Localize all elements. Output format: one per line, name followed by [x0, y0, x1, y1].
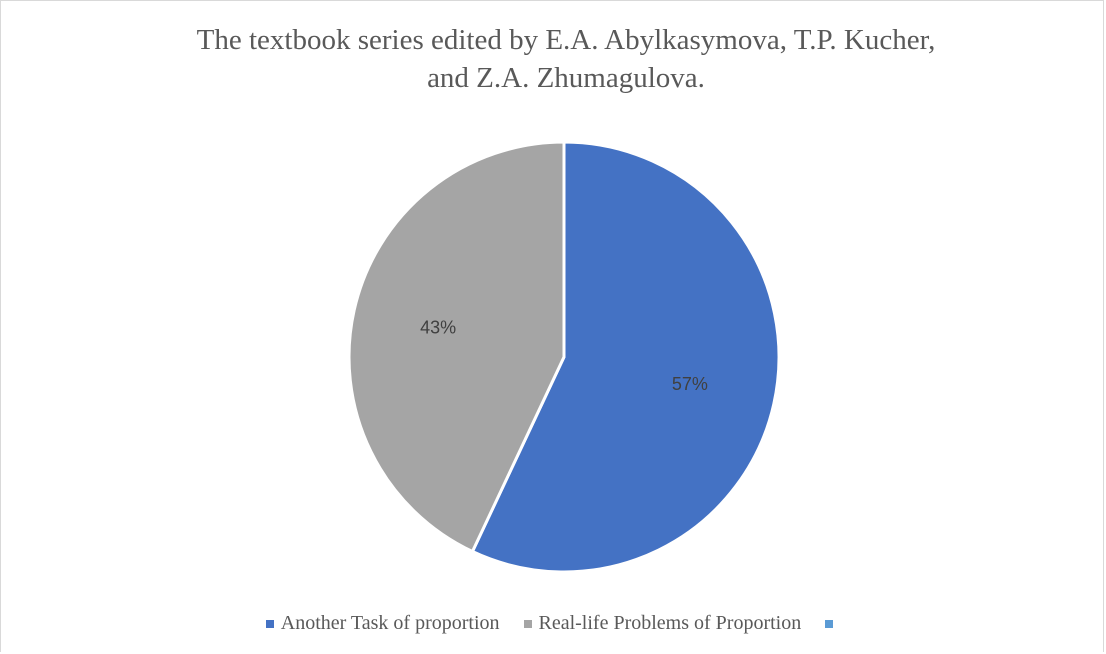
legend-item-another-task: Another Task of proportion	[265, 612, 500, 635]
pie-slices	[347, 140, 781, 574]
data-label-real-life: 43%	[420, 318, 456, 338]
pie-chart: 57% 43%	[347, 140, 781, 574]
legend-item-third	[825, 619, 840, 628]
chart-title: The textbook series edited by E.A. Abylk…	[196, 24, 936, 94]
pie-slice-another-task	[470, 140, 781, 574]
legend-label-real-life: Real-life Problems of Proportion	[538, 612, 802, 634]
legend-swatch-another-task	[265, 619, 274, 628]
legend-swatch-real-life	[523, 619, 532, 628]
legend-label-another-task: Another Task of proportion	[280, 612, 500, 634]
legend: Another Task of proportion Real-life Pro…	[1, 612, 1105, 635]
legend-item-real-life: Real-life Problems of Proportion	[523, 612, 802, 635]
data-label-another-task: 57%	[672, 374, 708, 394]
pie-slice-real-life	[347, 140, 566, 554]
pie-data-labels: 57% 43%	[420, 318, 708, 394]
legend-swatch-third	[825, 619, 834, 628]
